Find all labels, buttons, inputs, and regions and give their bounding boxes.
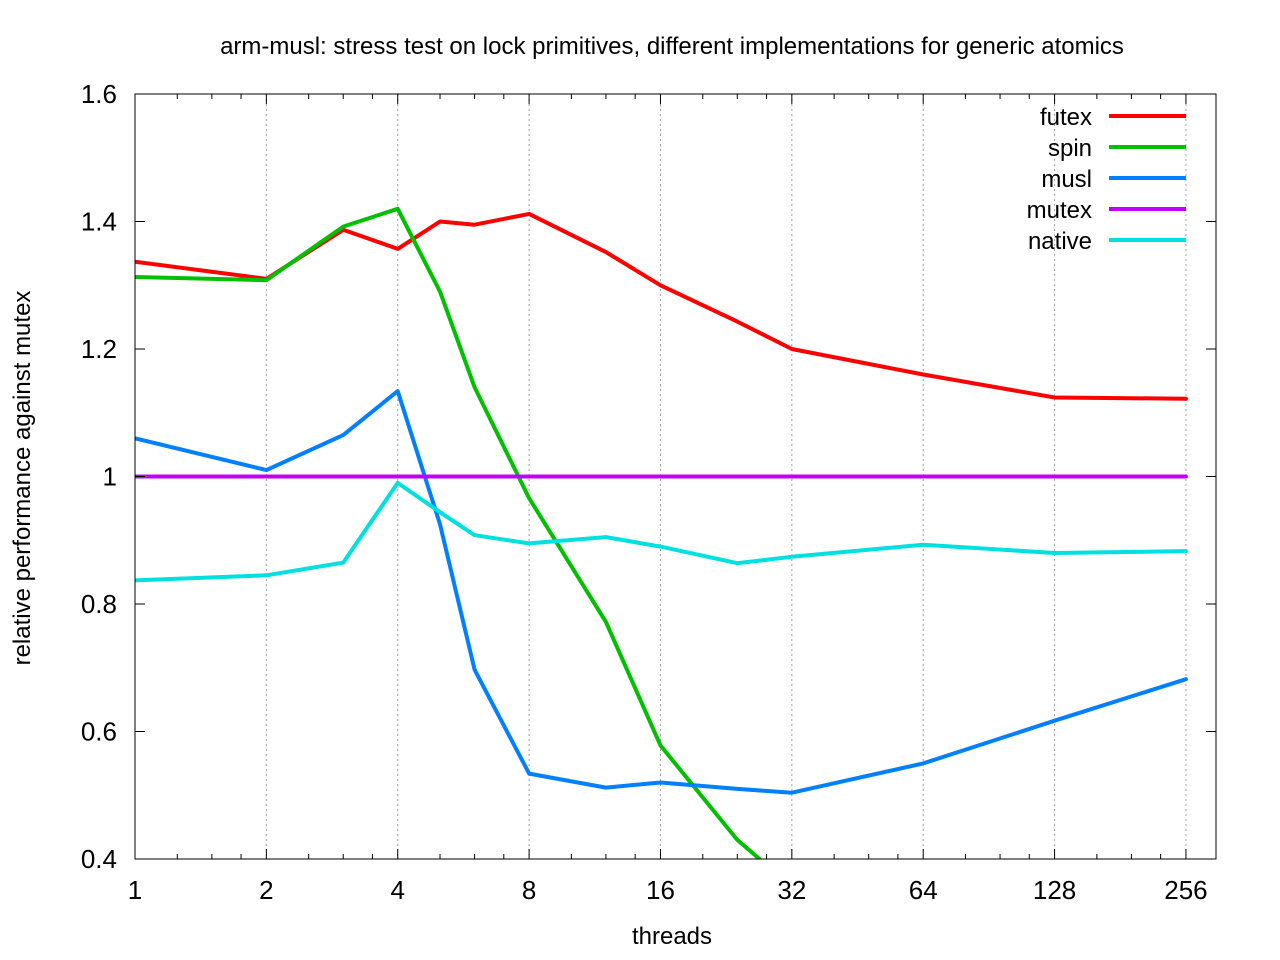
x-tick-label: 2 <box>259 875 273 905</box>
y-tick-label: 0.4 <box>81 844 117 874</box>
legend: futex spin musl mutex native <box>1027 104 1186 255</box>
x-tick-label: 32 <box>777 875 806 905</box>
x-tick-label: 64 <box>909 875 938 905</box>
chart-title: arm-musl: stress test on lock primitives… <box>220 33 1124 60</box>
legend-label-spin: spin <box>1048 135 1092 162</box>
tick-layer <box>134 93 1216 860</box>
series-layer <box>135 206 1188 859</box>
x-tick-label: 8 <box>522 875 536 905</box>
legend-label-native: native <box>1028 228 1092 255</box>
legend-label-futex: futex <box>1040 104 1092 131</box>
y-tick-label: 1.6 <box>81 79 117 109</box>
y-tick-label: 1.2 <box>81 334 117 364</box>
series-line-musl <box>135 389 1188 795</box>
x-tick-labels: 1 2 4 8 16 32 64 128 256 <box>128 875 1208 905</box>
series-line-native <box>135 480 1188 583</box>
y-tick-label: 1.4 <box>81 207 117 237</box>
series-line-spin <box>135 206 762 859</box>
x-tick-label: 256 <box>1164 875 1207 905</box>
x-axis-title: threads <box>632 923 712 950</box>
y-tick-labels: 0.4 0.6 0.8 1 1.2 1.4 1.6 <box>81 79 117 874</box>
legend-label-musl: musl <box>1041 166 1092 193</box>
y-tick-label: 0.8 <box>81 589 117 619</box>
y-axis-title: relative performance against mutex <box>9 291 36 666</box>
series-line-futex <box>135 211 1188 401</box>
legend-label-mutex: mutex <box>1027 197 1092 224</box>
x-tick-label: 1 <box>128 875 142 905</box>
y-tick-label: 0.6 <box>81 717 117 747</box>
x-tick-label: 4 <box>391 875 405 905</box>
x-tick-label: 16 <box>646 875 675 905</box>
y-tick-label: 1 <box>103 462 117 492</box>
x-tick-label: 128 <box>1033 875 1076 905</box>
